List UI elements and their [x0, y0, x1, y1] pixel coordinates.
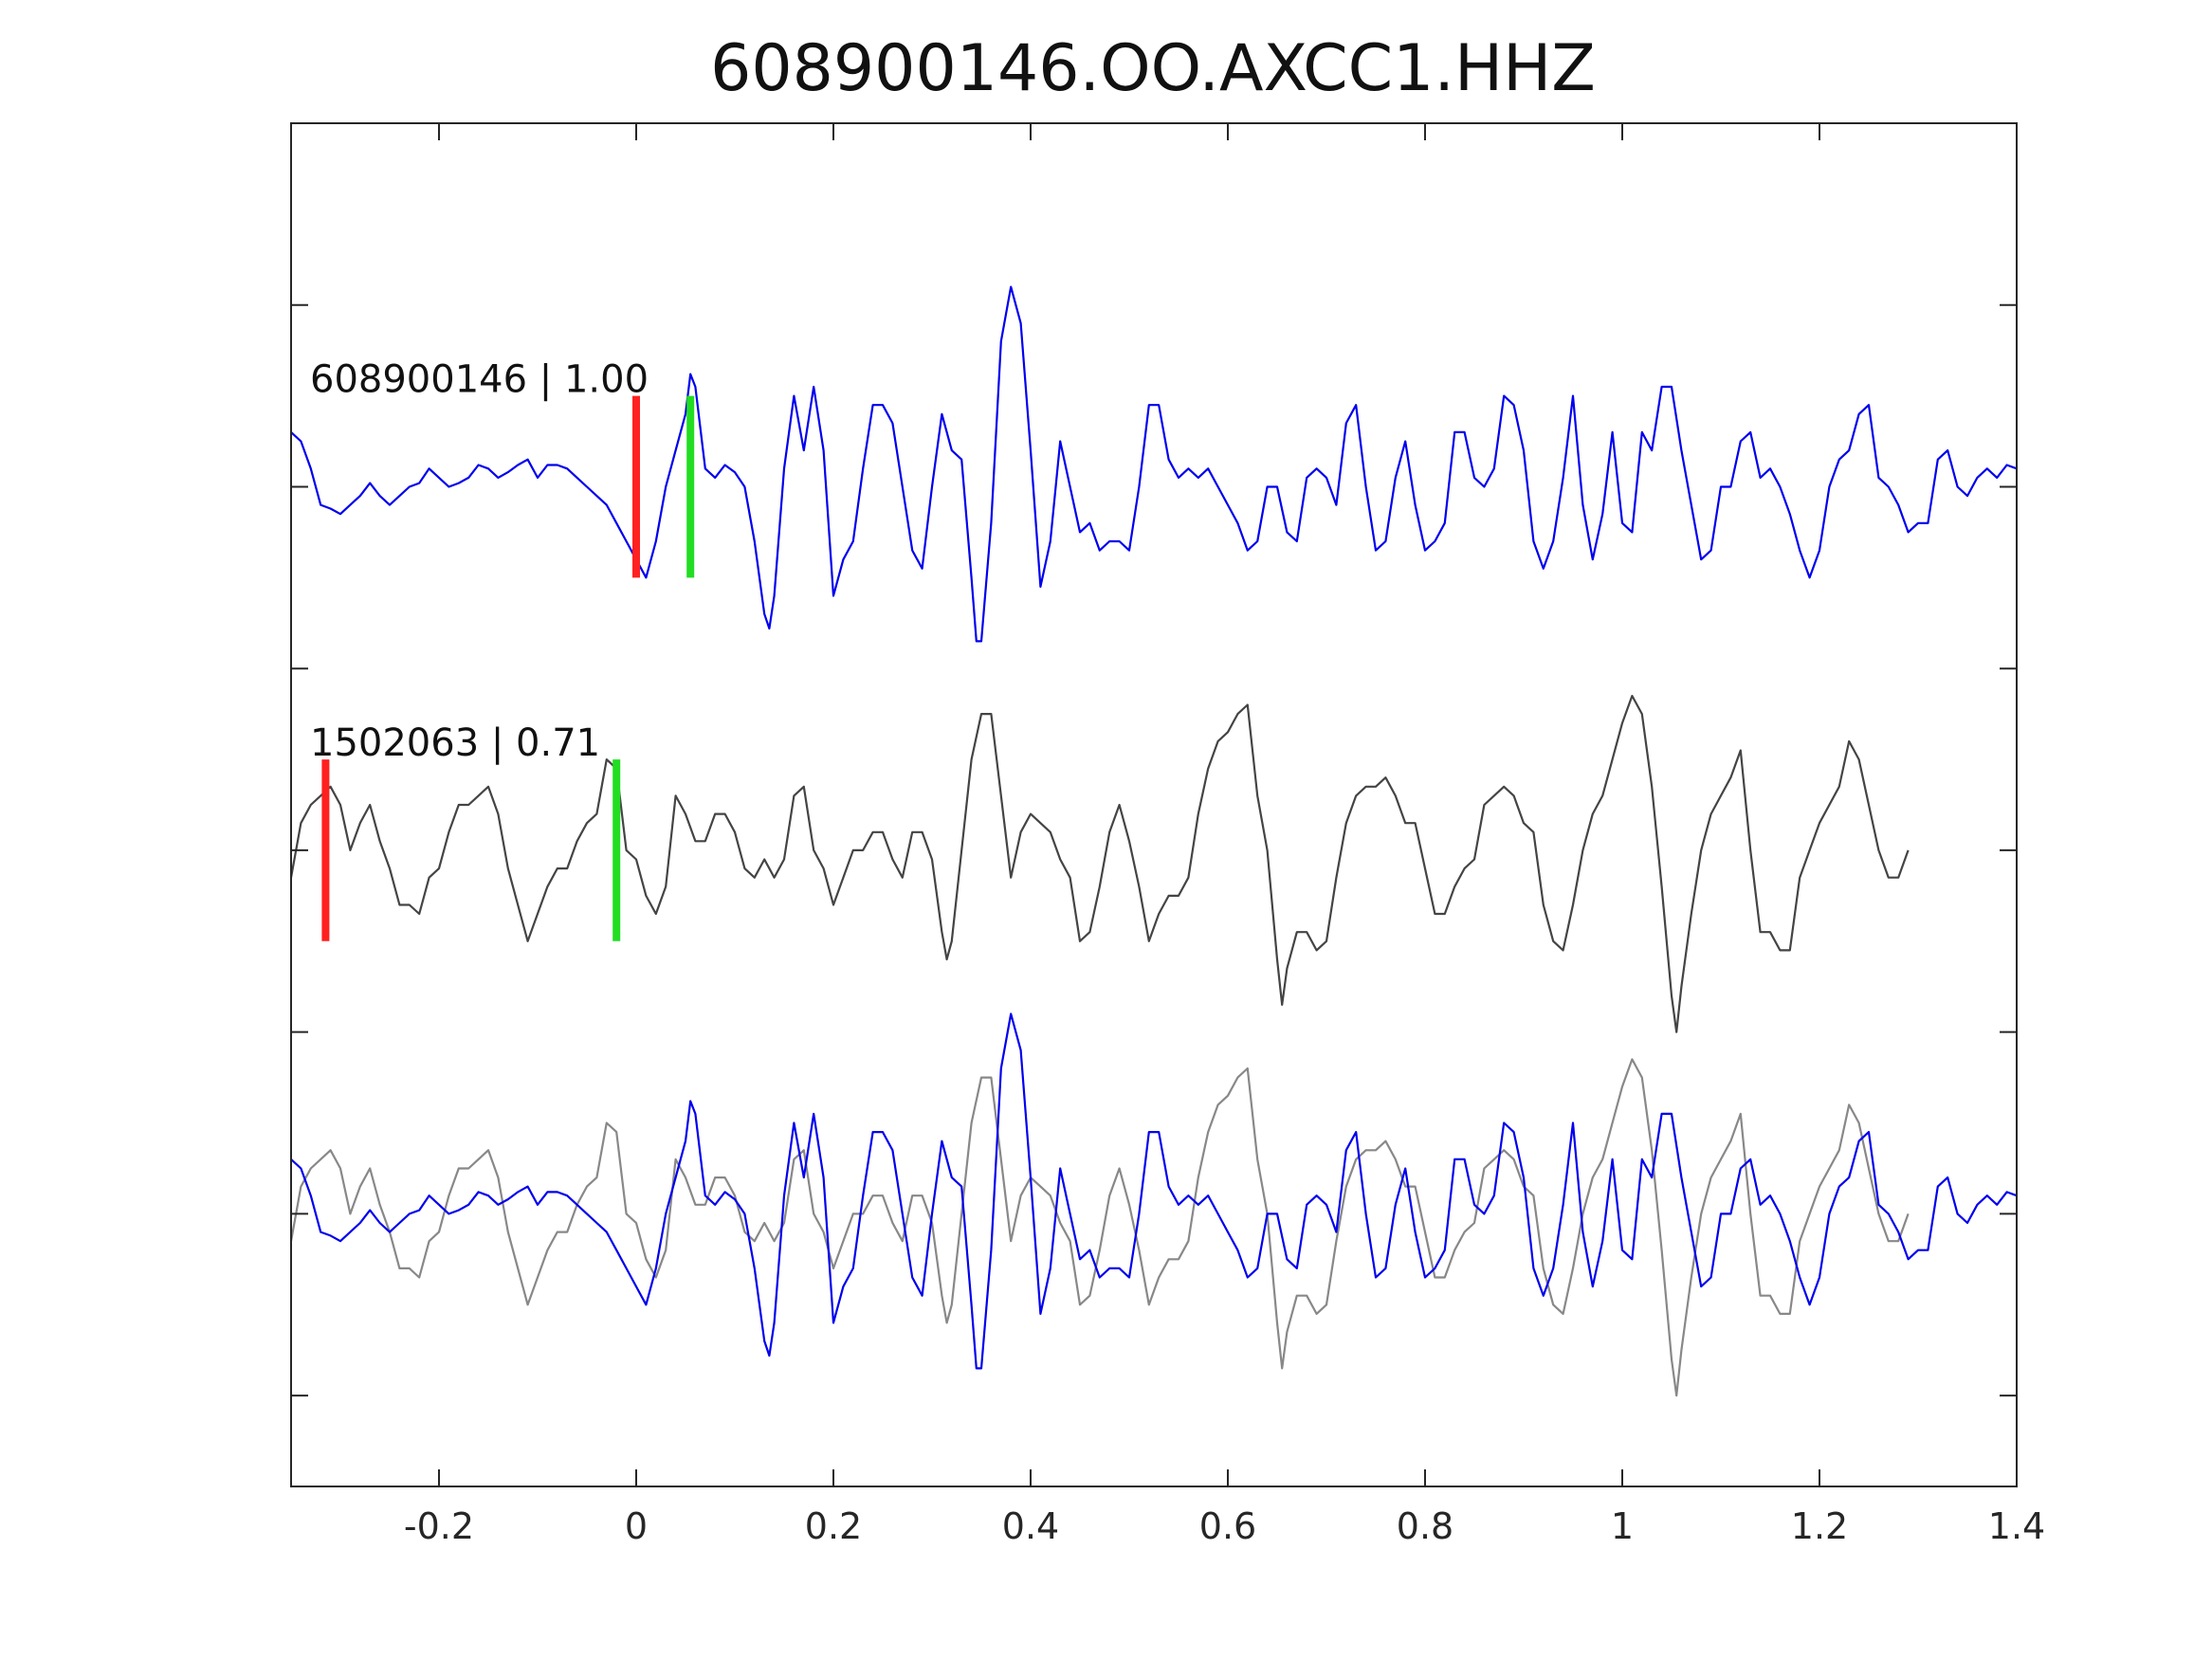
trace-label: 1502063 | 0.71: [310, 721, 600, 765]
x-tick-label: -0.2: [404, 1505, 474, 1547]
waveform-line-2-0: [289, 1058, 1910, 1397]
trace-panel-2: [289, 1012, 2018, 1397]
waveform-line-0-0: [290, 285, 2018, 643]
x-tick-label: 0.2: [805, 1505, 862, 1547]
trace-panel-1: 1502063 | 0.71: [289, 694, 1910, 1033]
waveform-line-1-0: [289, 694, 1910, 1033]
x-tick-label: 1.2: [1791, 1505, 1848, 1547]
x-tick-label: 0.6: [1199, 1505, 1256, 1547]
x-tick-label: 0: [625, 1505, 648, 1547]
chart-title: 608900146.OO.AXCC1.HHZ: [710, 31, 1596, 106]
waveform-line-2-1: [290, 1012, 2018, 1370]
x-tick-label: 0.8: [1397, 1505, 1453, 1547]
axes-frame: [290, 122, 2018, 1487]
plot-area: 608900146 | 1.00 1502063 | 0.71: [289, 285, 2018, 1397]
trace-panel-0: 608900146 | 1.00: [290, 285, 2018, 643]
trace-label: 608900146 | 1.00: [310, 358, 649, 402]
x-tick-label: 1.4: [1988, 1505, 2045, 1547]
x-tick-label: 1: [1611, 1505, 1634, 1547]
x-tick-label: 0.4: [1002, 1505, 1059, 1547]
axes: -0.2 0 0.2 0.4 0.6 0.8 1 1.2 1.4: [290, 122, 2045, 1547]
